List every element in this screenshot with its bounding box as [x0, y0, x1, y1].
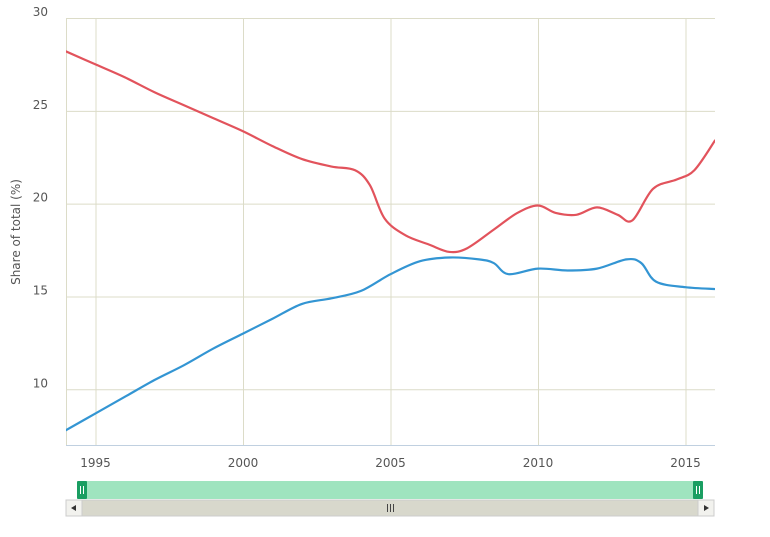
vertical-gridlines	[66, 18, 715, 446]
arrow-left-icon	[71, 505, 76, 511]
arrow-right-icon	[704, 505, 709, 511]
x-tick-label: 2005	[375, 456, 406, 470]
series-line-1	[66, 50, 715, 254]
x-tick-label: 2000	[228, 456, 259, 470]
range-navigator[interactable]	[77, 481, 703, 499]
y-axis-tick-labels: 10 15 20 25 30	[33, 5, 48, 390]
x-tick-label: 2010	[523, 456, 554, 470]
grip-icon	[387, 504, 394, 512]
y-tick-label: 10	[33, 376, 48, 390]
y-tick-label: 30	[33, 5, 48, 19]
scroll-left-button[interactable]	[65, 499, 83, 517]
navigator-right-handle[interactable]	[693, 481, 703, 499]
navigator-scrollbar[interactable]	[65, 499, 715, 517]
navigator-selection[interactable]	[82, 481, 698, 499]
x-tick-label: 1995	[80, 456, 111, 470]
y-tick-label: 25	[33, 98, 48, 112]
y-axis-label: Share of total (%)	[9, 179, 23, 285]
x-axis-tick-labels: 1995 2000 2005 2010 2015	[80, 456, 701, 470]
series-layer	[66, 50, 715, 432]
y-tick-label: 20	[33, 191, 48, 205]
navigator-left-handle[interactable]	[77, 481, 87, 499]
grip-icon	[80, 486, 84, 494]
series-line-2	[66, 256, 715, 432]
x-tick-label: 2015	[670, 456, 701, 470]
y-tick-label: 15	[33, 283, 48, 297]
grip-icon	[696, 486, 700, 494]
scroll-right-button[interactable]	[697, 499, 715, 517]
